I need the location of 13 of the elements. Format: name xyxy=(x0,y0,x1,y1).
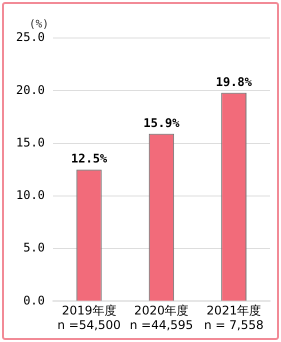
y-tick-label: 5.0 xyxy=(23,240,45,255)
y-tick-label: 0.0 xyxy=(23,293,45,308)
y-tick-label: 10.0 xyxy=(16,188,45,202)
x-tick-label: 2020年度 n =44,595 xyxy=(130,304,194,332)
y-tick-label: 15.0 xyxy=(16,135,45,150)
x-tick-label: 2021年度 n = 7,558 xyxy=(204,304,264,332)
data-label: 12.5% xyxy=(71,152,108,166)
data-label: 15.9% xyxy=(143,116,180,130)
y-axis-title: (%) xyxy=(28,17,49,30)
y-tick-label: 20.0 xyxy=(16,82,45,97)
data-label: 19.8% xyxy=(216,74,253,89)
x-tick-label: 2019年度 n =54,500 xyxy=(57,304,121,332)
y-tick-label: 25.0 xyxy=(16,30,45,44)
